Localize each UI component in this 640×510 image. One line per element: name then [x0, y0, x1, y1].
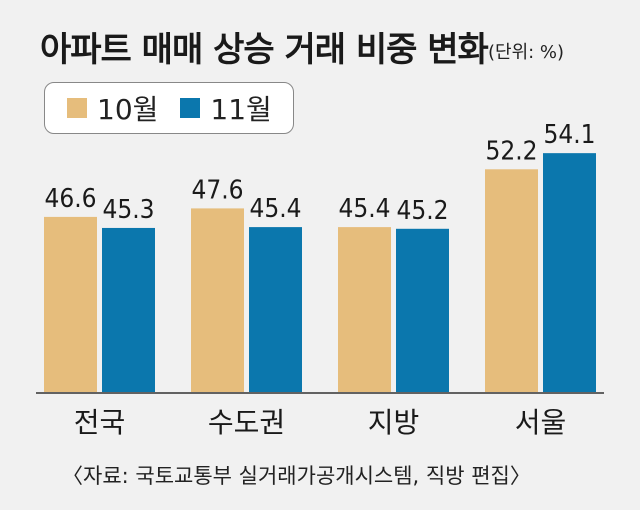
legend-swatch-oct: [67, 98, 87, 118]
legend-label-nov: 11월: [210, 93, 272, 126]
bar-0-1: [102, 227, 155, 392]
unit-label: (단위: %): [488, 42, 565, 63]
data-label: 47.6: [191, 175, 243, 205]
bar-2-0: [338, 227, 391, 392]
data-label: 52.2: [485, 136, 537, 166]
legend-label-oct: 10월: [97, 93, 159, 126]
legend-item-nov: 11월: [180, 88, 272, 128]
category-label: 서울: [515, 406, 567, 439]
data-label: 45.2: [396, 196, 448, 226]
bar-1-0: [191, 208, 244, 392]
bar-2-1: [396, 228, 449, 392]
legend-item-oct: 10월: [67, 88, 158, 128]
category-label: 수도권: [208, 406, 285, 439]
legend-swatch-nov: [180, 98, 201, 118]
bar-3-1: [543, 153, 596, 392]
chart-title: 아파트 매매 상승 거래 비중 변화: [40, 30, 489, 70]
category-label: 지방: [368, 406, 420, 439]
data-label: 45.3: [102, 195, 154, 225]
data-label: 54.1: [543, 120, 595, 150]
bar-1-1: [249, 227, 302, 392]
data-label: 45.4: [338, 194, 390, 224]
source-note: 〈자료: 국토교통부 실거래가공개시스템, 직방 편집〉: [62, 464, 531, 488]
data-label: 46.6: [44, 184, 96, 214]
legend: 10월 11월: [44, 82, 294, 134]
bar-3-0: [485, 169, 538, 392]
category-label: 전국: [74, 406, 126, 439]
bar-0-0: [44, 216, 97, 392]
data-label: 45.4: [249, 194, 301, 224]
